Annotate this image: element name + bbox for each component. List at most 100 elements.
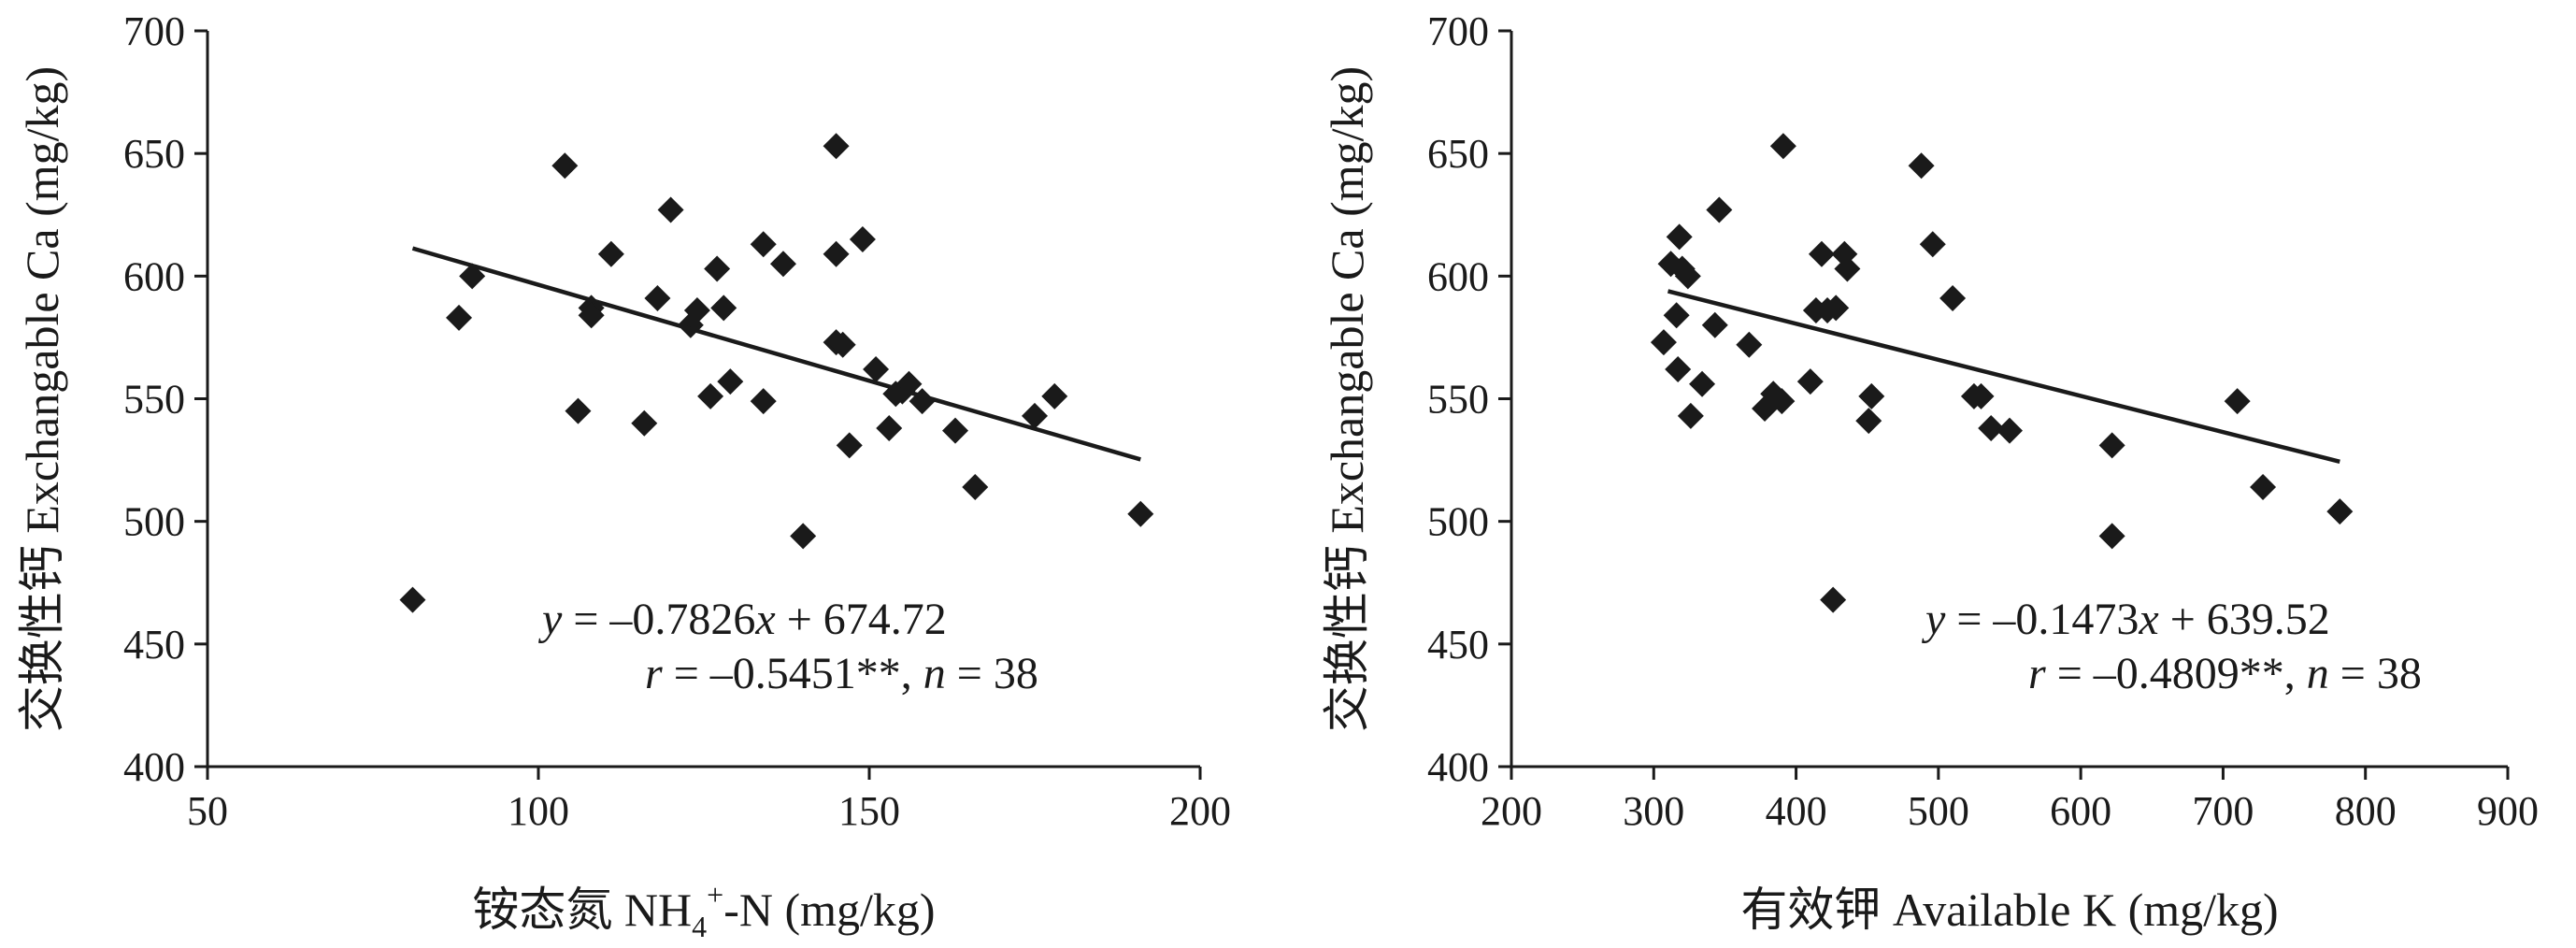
data-point (1127, 500, 1154, 527)
data-point (2224, 388, 2251, 415)
data-point (1674, 263, 1701, 290)
data-point (2098, 523, 2125, 550)
x-axis-title: 有效钾 Available K (mg/kg) (1740, 883, 2278, 936)
data-point (578, 302, 605, 329)
y-tick-label: 400 (123, 744, 185, 790)
data-point (1968, 382, 1995, 409)
y-tick-label: 650 (123, 131, 185, 177)
data-point (399, 586, 426, 613)
data-point (1665, 356, 1692, 383)
data-point (1650, 329, 1677, 356)
data-point (1858, 382, 1885, 409)
data-point (750, 388, 777, 415)
x-tick-label: 800 (2335, 788, 2397, 834)
data-point (1041, 382, 1068, 409)
x-tick-label: 600 (2050, 788, 2111, 834)
y-tick-label: 550 (123, 377, 185, 423)
x-tick-label: 300 (1623, 788, 1684, 834)
data-point (1823, 294, 1850, 322)
y-tick-label: 500 (1427, 499, 1489, 545)
data-point (644, 284, 671, 311)
y-tick-label: 600 (1427, 253, 1489, 299)
data-point (1768, 388, 1796, 415)
y-tick-label: 500 (123, 499, 185, 545)
data-point (551, 152, 579, 180)
data-point (597, 240, 624, 267)
data-point (1820, 586, 1847, 613)
data-point (1706, 196, 1733, 223)
data-point (769, 251, 796, 278)
data-point (710, 294, 737, 322)
data-point (1736, 331, 1763, 358)
y-tick-label: 700 (123, 8, 185, 54)
data-point (631, 409, 658, 437)
data-point (836, 432, 863, 459)
data-point (849, 225, 876, 252)
data-point (1908, 152, 1935, 180)
point-group (399, 133, 1154, 613)
data-point (704, 255, 731, 282)
data-point (2326, 498, 2354, 525)
data-point (1666, 223, 1693, 251)
trendline (411, 246, 1141, 462)
y-tick-label: 450 (1427, 622, 1489, 668)
data-point (1834, 255, 1861, 282)
data-point (876, 414, 903, 441)
y-axis-title: 交换性钙 Exchangable Ca (mg/kg) (1321, 66, 1373, 732)
data-point (565, 397, 592, 424)
data-point (1939, 284, 1967, 311)
data-point (683, 297, 710, 324)
x-tick-label: 500 (1908, 788, 1969, 834)
data-point (962, 473, 989, 500)
data-point (1796, 368, 1824, 395)
data-point (717, 368, 744, 395)
chart-panel-ammonium-nitrogen: 50 100 150 200 400 450 500 550 600 650 700 y = –0.… (16, 8, 1231, 943)
equation-line-2: r = –0.4809**, n = 38 (2028, 649, 2422, 698)
data-point (1855, 408, 1882, 435)
data-point (1919, 231, 1946, 258)
data-point (2098, 432, 2125, 459)
tick-group: 50 100 150 200 400 450 500 550 600 650 700 (123, 8, 1231, 834)
data-point (942, 417, 969, 444)
data-point (1022, 402, 1048, 429)
data-point (446, 304, 473, 331)
data-point (1769, 133, 1796, 160)
data-point (1996, 417, 2023, 444)
data-point (823, 133, 850, 160)
x-tick-label: 150 (838, 788, 900, 834)
chart-panel-available-potassium: 200 300 400 500 600 700 800 900 400 450 500 550 600 6… (1321, 8, 2539, 936)
data-point (1978, 414, 2005, 441)
y-tick-label: 650 (1427, 131, 1489, 177)
x-tick-label: 900 (2477, 788, 2539, 834)
x-tick-label: 200 (1169, 788, 1231, 834)
equation-line-1: y = –0.1473x + 639.52 (1921, 595, 2330, 644)
data-point (823, 240, 850, 267)
y-tick-label: 550 (1427, 377, 1489, 423)
data-point (1689, 370, 1716, 397)
y-tick-label: 400 (1427, 744, 1489, 790)
data-point (697, 382, 724, 409)
y-tick-label: 700 (1427, 8, 1489, 54)
data-point (863, 356, 890, 383)
data-point (657, 196, 684, 223)
x-tick-label: 100 (508, 788, 569, 834)
x-axis-title: 铵态氮 NH4+-N (mg/kg) (472, 878, 935, 943)
data-point (1677, 402, 1704, 429)
x-tick-label: 200 (1481, 788, 1542, 834)
x-tick-label: 700 (2192, 788, 2254, 834)
trendline (1667, 289, 2340, 465)
data-point (2250, 473, 2277, 500)
y-axis-title: 交换性钙 Exchangable Ca (mg/kg) (16, 66, 68, 732)
y-tick-label: 450 (123, 622, 185, 668)
equation-line-1: y = –0.7826x + 674.72 (537, 595, 947, 644)
data-point (790, 523, 817, 550)
equation-line-2: r = –0.5451**, n = 38 (645, 649, 1038, 698)
data-point (829, 331, 856, 358)
data-point (1701, 311, 1728, 338)
x-tick-label: 50 (187, 788, 228, 834)
y-tick-label: 600 (123, 253, 185, 299)
tick-group: 200 300 400 500 600 700 800 900 400 450 500 550 600 6… (1427, 8, 2539, 834)
x-tick-label: 400 (1766, 788, 1827, 834)
data-point (1808, 240, 1835, 267)
